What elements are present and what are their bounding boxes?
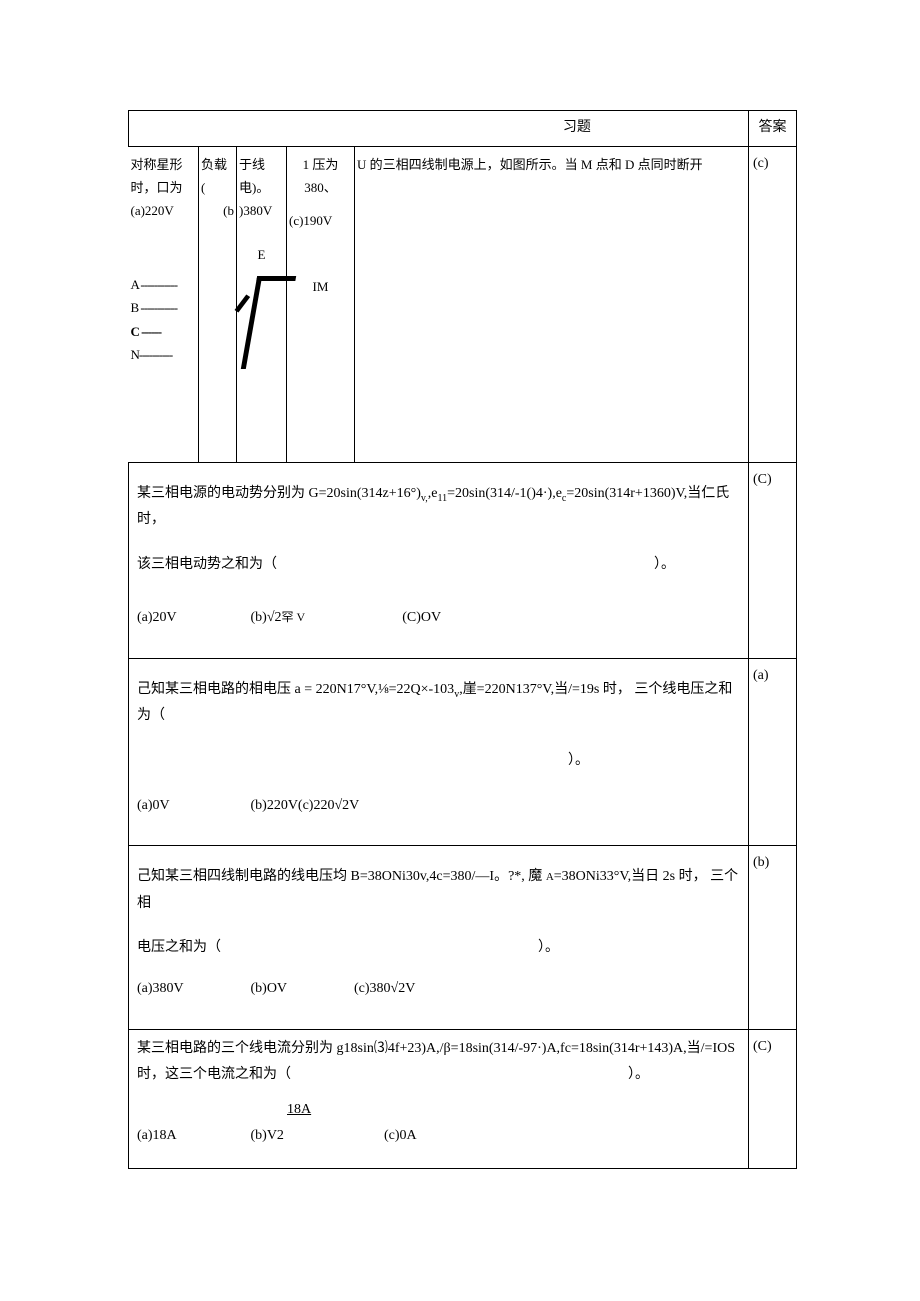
q2-opt-b-wrap: (b)√2罕 V xyxy=(251,605,306,632)
q3-p1a: 己知某三相电路的相电压 a = 220N17°V,⅛=22Q×-103 xyxy=(137,682,454,697)
q1-answer: (c) xyxy=(749,146,797,462)
q1-col4: 1 压为 380、 (c)190V IM xyxy=(287,147,355,462)
q4-options: (a)380V (b)OV (c)380√2V xyxy=(137,976,740,1003)
q5-frac-line: 18A xyxy=(137,1097,740,1124)
q5-answer: (C) xyxy=(749,1029,797,1168)
q1-col5: U 的三相四线制电源上，如图所示。当 M 点和 D 点同时断开 xyxy=(355,147,749,462)
q4-line2: 电压之和为（ ）。 xyxy=(137,935,740,962)
q2-opt-a: (a)20V xyxy=(137,605,247,632)
q4-p2end: ）。 xyxy=(538,940,559,955)
q2-opt-c: (C)OV xyxy=(402,605,441,632)
q5-p1end: ）。 xyxy=(628,1067,649,1082)
q1-c2-l2: ( xyxy=(201,176,234,199)
q4-opt-b: (b)OV xyxy=(251,976,351,1003)
q3-p2: ）。 xyxy=(137,748,740,775)
q1-c3-e: E xyxy=(239,243,284,266)
q3-options: (a)0V (b)220V(c)220√2V xyxy=(137,793,740,820)
q2-opt-b-pre: (b)√2 xyxy=(251,605,282,632)
q2-sub-v: v, xyxy=(421,492,428,503)
q5-opt-c: (c)0A xyxy=(384,1123,417,1150)
question-row-4: 己知某三相四线制电路的线电压均 B=38ONi30v,4c=380/—I。?*,… xyxy=(129,846,797,1029)
q1-c3-l1: 于线 xyxy=(239,153,284,176)
q3-line1: 己知某三相电路的相电压 a = 220N17°V,⅛=22Q×-103v,崖=2… xyxy=(137,677,740,730)
q1-c1-l3: (a)220V xyxy=(131,199,197,222)
q3-cell: 己知某三相电路的相电压 a = 220N17°V,⅛=22Q×-103v,崖=2… xyxy=(129,658,749,846)
q2-opt-b-frac: 罕 V xyxy=(282,605,306,632)
q1-c4-im: IM xyxy=(289,275,352,298)
q1-c2-l1: 负载 xyxy=(201,153,234,176)
q2-line2: 该三相电动势之和为（ ）。 xyxy=(137,552,740,579)
q5-options: (a)18A (b)V2 (c)0A xyxy=(137,1123,740,1150)
q1-col2: 负载 ( (b xyxy=(199,147,237,462)
q5-opt-a: (a)18A xyxy=(137,1123,247,1150)
q4-p1a: 己知某三相四线制电路的线电压均 B=38ONi30v,4c=380/—I。?*,… xyxy=(137,869,546,884)
question-row-5: 某三相电路的三个线电流分别为 g18sin⑶4f+23)A,/β=18sin(3… xyxy=(129,1029,797,1168)
question-row-1: 对称星形 时，口为 (a)220V A ----------- B ------… xyxy=(129,146,797,462)
q4-opt-c: (c)380√2V xyxy=(354,976,415,1003)
q5-frac-top: 18A xyxy=(287,1102,311,1117)
q3-opt-bc: (b)220V(c)220√2V xyxy=(251,793,360,820)
q4-cell: 己知某三相四线制电路的线电压均 B=38ONi30v,4c=380/—I。?*,… xyxy=(129,846,749,1029)
q2-p1a: 某三相电源的电动势分别为 G=20sin(314z+16°) xyxy=(137,486,421,501)
q2-cell: 某三相电源的电动势分别为 G=20sin(314z+16°)v,,e11=20s… xyxy=(129,462,749,658)
q2-line1: 某三相电源的电动势分别为 G=20sin(314z+16°)v,,e11=20s… xyxy=(137,481,740,534)
question-row-3: 己知某三相电路的相电压 a = 220N17°V,⅛=22Q×-103v,崖=2… xyxy=(129,658,797,846)
q4-line1: 己知某三相四线制电路的线电压均 B=38ONi30v,4c=380/—I。?*,… xyxy=(137,864,740,917)
q2-p1b: ,e xyxy=(428,486,438,501)
q4-p2: 电压之和为（ xyxy=(137,940,221,955)
header-question-text: 习题 xyxy=(563,120,591,135)
q1-c4-l3: (c)190V xyxy=(289,209,352,232)
q5-cell: 某三相电路的三个线电流分别为 g18sin⑶4f+23)A,/β=18sin(3… xyxy=(129,1029,749,1168)
q4-opt-a: (a)380V xyxy=(137,976,247,1003)
q1-c3-l3: )380V xyxy=(239,199,284,222)
q5-opt-b: (b)V2 xyxy=(251,1123,381,1150)
q1-c3-l2: 电)。 xyxy=(239,176,284,199)
q3-answer: (a) xyxy=(749,658,797,846)
q5-line1: 某三相电路的三个线电流分别为 g18sin⑶4f+23)A,/β=18sin(3… xyxy=(137,1036,740,1089)
table-header-row: 习题 答案 xyxy=(129,111,797,147)
q1-neutral-n: N---------- xyxy=(131,343,197,366)
q2-p2: 该三相电动势之和为（ xyxy=(137,557,277,572)
q1-c4-l1: 1 压为 xyxy=(289,153,352,176)
header-question: 习题 xyxy=(129,111,749,147)
q1-c1-l2: 时，口为 xyxy=(131,176,197,199)
q1-phase-c: C ------ xyxy=(131,320,197,343)
q1-col1: 对称星形 时，口为 (a)220V A ----------- B ------… xyxy=(129,147,199,462)
q4-answer: (b) xyxy=(749,846,797,1029)
q4-sub-a: A xyxy=(546,871,554,883)
question-row-2: 某三相电源的电动势分别为 G=20sin(314z+16°)v,,e11=20s… xyxy=(129,462,797,658)
q1-phase-a: A ----------- xyxy=(131,273,197,296)
q1-c4-l2: 380、 xyxy=(289,176,352,199)
q2-p2end: ）。 xyxy=(654,557,675,572)
q2-answer: (C) xyxy=(749,462,797,658)
q2-sub-11: 11 xyxy=(437,492,447,503)
q1-c2-l3: (b xyxy=(201,199,234,222)
q2-p1c: =20sin(314/-1()4·),e xyxy=(447,486,562,501)
q2-options: (a)20V (b)√2罕 V (C)OV xyxy=(137,605,740,632)
q1-col3: 于线 电)。 )380V E xyxy=(237,147,287,462)
q1-phase-b: B ----------- xyxy=(131,296,197,319)
header-answer: 答案 xyxy=(749,111,797,147)
exercise-table: 习题 答案 对称星形 时，口为 (a)220V xyxy=(128,110,797,1169)
q1-subtable: 对称星形 时，口为 (a)220V A ----------- B ------… xyxy=(129,147,749,462)
q1-cell: 对称星形 时，口为 (a)220V A ----------- B ------… xyxy=(129,146,749,462)
q3-opt-a: (a)0V xyxy=(137,793,247,820)
q1-c1-l1: 对称星形 xyxy=(131,153,197,176)
q2-opt-b-top: 罕 V xyxy=(282,606,306,629)
